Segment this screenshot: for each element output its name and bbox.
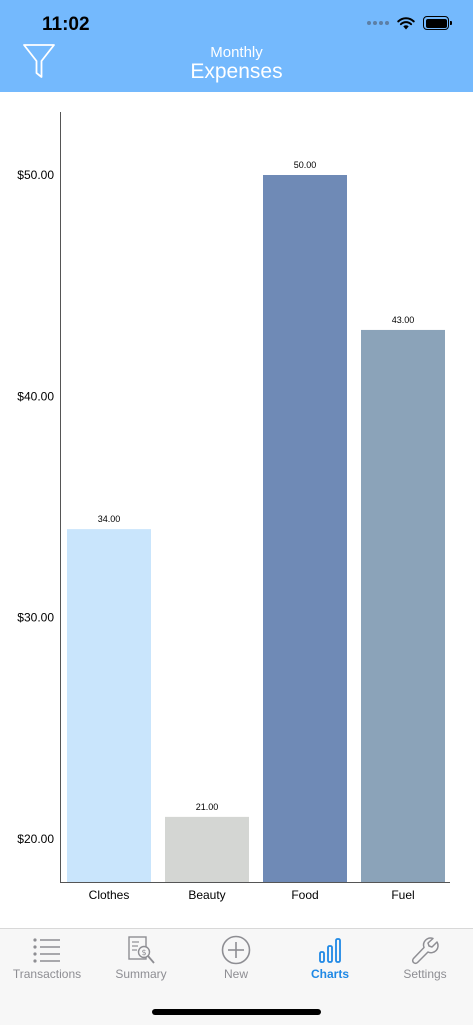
summary-report-icon: $ <box>128 936 155 964</box>
home-indicator <box>152 1009 321 1015</box>
status-time: 11:02 <box>42 14 90 35</box>
expenses-bar-chart: $20.00 $30.00 $40.00 $50.00 34.00 Clothes 21.0… <box>17 112 450 902</box>
tab-summary[interactable]: $ Summary <box>94 929 188 989</box>
tab-label: New <box>223 967 248 981</box>
x-tick-label: Clothes <box>89 888 130 902</box>
tab-new[interactable]: New <box>189 929 283 989</box>
tab-label: Settings <box>403 967 447 981</box>
tab-charts[interactable]: Charts <box>283 929 377 989</box>
bar-chart-icon <box>319 938 341 963</box>
data-label: 34.00 <box>98 514 121 524</box>
data-label: 21.00 <box>196 802 219 812</box>
y-tick-label: $30.00 <box>17 611 54 625</box>
bar-food[interactable] <box>263 175 347 882</box>
data-label: 50.00 <box>294 160 317 170</box>
navigation-header: 11:02 Monthly Expenses <box>0 0 473 92</box>
y-tick-label: $50.00 <box>17 168 54 182</box>
bar-beauty[interactable] <box>165 816 249 882</box>
data-label: 43.00 <box>392 315 415 325</box>
x-tick-label: Fuel <box>391 888 414 902</box>
tab-bar: Transactions $ Summary New Charts <box>0 928 473 1025</box>
plus-circle-icon <box>221 935 251 965</box>
x-tick-label: Food <box>291 888 318 902</box>
x-tick-label: Beauty <box>188 888 225 902</box>
page-title: Expenses <box>190 60 283 83</box>
bar-fuel[interactable] <box>361 329 445 882</box>
tab-label: Charts <box>310 967 349 981</box>
bar-clothes[interactable] <box>67 529 151 882</box>
filter-icon[interactable] <box>22 43 56 79</box>
list-icon <box>33 938 60 963</box>
tab-label: Transactions <box>12 967 82 981</box>
wrench-icon <box>411 937 439 965</box>
svg-text:$: $ <box>141 948 146 957</box>
status-indicators <box>367 16 452 30</box>
tab-transactions[interactable]: Transactions <box>0 929 94 989</box>
wifi-icon <box>397 16 415 29</box>
y-tick-label: $40.00 <box>17 389 54 403</box>
cellular-signal-icon <box>367 21 389 25</box>
tab-label: Summary <box>115 967 167 981</box>
battery-icon <box>423 16 452 30</box>
y-tick-label: $20.00 <box>17 832 54 846</box>
header-subtitle: Monthly <box>210 44 263 61</box>
tab-settings[interactable]: Settings <box>378 929 472 989</box>
